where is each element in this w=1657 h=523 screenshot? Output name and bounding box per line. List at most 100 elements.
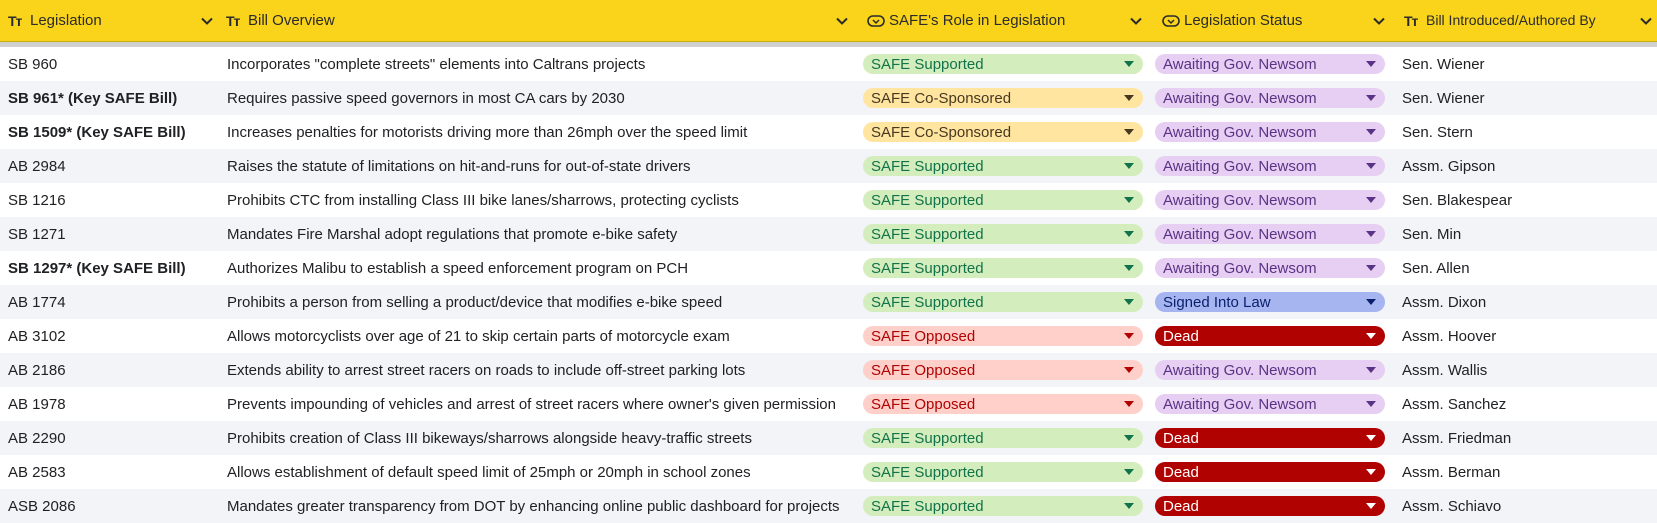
dropdown-arrow-icon[interactable] xyxy=(1366,265,1376,271)
dropdown-arrow-icon[interactable] xyxy=(1366,503,1376,509)
dropdown-arrow-icon[interactable] xyxy=(1124,61,1134,67)
safe-role-chip[interactable]: SAFE Supported xyxy=(863,190,1143,210)
safe-role-chip[interactable]: SAFE Co-Sponsored xyxy=(863,88,1143,108)
bill-overview-cell[interactable]: Prevents impounding of vehicles and arre… xyxy=(227,395,836,413)
bill-overview-cell[interactable]: Mandates Fire Marshal adopt regulations … xyxy=(227,225,678,243)
chevron-down-icon[interactable] xyxy=(1635,17,1657,25)
status-chip[interactable]: Dead xyxy=(1155,496,1385,516)
legislation-cell[interactable]: SB 961* (Key SAFE Bill) xyxy=(8,89,178,107)
bill-overview-cell[interactable]: Requires passive speed governors in most… xyxy=(227,89,625,107)
status-chip[interactable]: Awaiting Gov. Newsom xyxy=(1155,190,1385,210)
legislation-cell[interactable]: ASB 2086 xyxy=(8,497,76,515)
author-cell[interactable]: Sen. Wiener xyxy=(1402,55,1485,73)
safe-role-chip[interactable]: SAFE Opposed xyxy=(863,394,1143,414)
dropdown-arrow-icon[interactable] xyxy=(1366,469,1376,475)
legislation-cell[interactable]: AB 1978 xyxy=(8,395,66,413)
safe-role-chip[interactable]: SAFE Opposed xyxy=(863,326,1143,346)
dropdown-arrow-icon[interactable] xyxy=(1124,265,1134,271)
bill-overview-cell[interactable]: Mandates greater transparency from DOT b… xyxy=(227,497,840,515)
author-cell[interactable]: Assm. Dixon xyxy=(1402,293,1487,311)
author-cell[interactable]: Assm. Gipson xyxy=(1402,157,1496,175)
legislation-cell[interactable]: AB 3102 xyxy=(8,327,66,345)
bill-overview-cell[interactable]: Prohibits creation of Class III bikeways… xyxy=(227,429,752,447)
chevron-down-icon[interactable] xyxy=(196,17,218,25)
safe-role-chip[interactable]: SAFE Supported xyxy=(863,224,1143,244)
bill-overview-cell[interactable]: Extends ability to arrest street racers … xyxy=(227,361,746,379)
bill-overview-cell[interactable]: Allows motorcyclists over age of 21 to s… xyxy=(227,327,730,345)
dropdown-arrow-icon[interactable] xyxy=(1124,163,1134,169)
dropdown-arrow-icon[interactable] xyxy=(1366,197,1376,203)
status-chip[interactable]: Awaiting Gov. Newsom xyxy=(1155,156,1385,176)
bill-overview-cell[interactable]: Prohibits CTC from installing Class III … xyxy=(227,191,739,209)
dropdown-arrow-icon[interactable] xyxy=(1366,401,1376,407)
dropdown-arrow-icon[interactable] xyxy=(1366,129,1376,135)
status-chip[interactable]: Awaiting Gov. Newsom xyxy=(1155,224,1385,244)
bill-overview-cell[interactable]: Prohibits a person from selling a produc… xyxy=(227,293,723,311)
author-cell[interactable]: Assm. Sanchez xyxy=(1402,395,1507,413)
legislation-cell[interactable]: SB 1509* (Key SAFE Bill) xyxy=(8,123,186,141)
author-cell[interactable]: Assm. Berman xyxy=(1402,463,1501,481)
legislation-cell[interactable]: AB 1774 xyxy=(8,293,66,311)
bill-overview-cell[interactable]: Incorporates "complete streets" elements… xyxy=(227,55,646,73)
chevron-down-icon[interactable] xyxy=(1125,17,1147,25)
frozen-row-divider[interactable] xyxy=(0,42,1657,47)
author-cell[interactable]: Assm. Hoover xyxy=(1402,327,1497,345)
status-chip[interactable]: Signed Into Law xyxy=(1155,292,1385,312)
author-cell[interactable]: Assm. Schiavo xyxy=(1402,497,1502,515)
dropdown-arrow-icon[interactable] xyxy=(1124,435,1134,441)
status-chip[interactable]: Awaiting Gov. Newsom xyxy=(1155,360,1385,380)
dropdown-arrow-icon[interactable] xyxy=(1366,95,1376,101)
safe-role-chip[interactable]: SAFE Supported xyxy=(863,462,1143,482)
dropdown-arrow-icon[interactable] xyxy=(1124,95,1134,101)
status-chip[interactable]: Awaiting Gov. Newsom xyxy=(1155,122,1385,142)
author-cell[interactable]: Assm. Friedman xyxy=(1402,429,1512,447)
legislation-cell[interactable]: AB 2290 xyxy=(8,429,66,447)
legislation-cell[interactable]: SB 1216 xyxy=(8,191,66,209)
dropdown-arrow-icon[interactable] xyxy=(1124,129,1134,135)
column-header-author[interactable]: Tт Bill Introduced/Authored By xyxy=(1396,0,1657,41)
dropdown-arrow-icon[interactable] xyxy=(1366,163,1376,169)
bill-overview-cell[interactable]: Raises the statute of limitations on hit… xyxy=(227,157,691,175)
author-cell[interactable]: Sen. Stern xyxy=(1402,123,1473,141)
safe-role-chip[interactable]: SAFE Supported xyxy=(863,292,1143,312)
status-chip[interactable]: Dead xyxy=(1155,462,1385,482)
safe-role-chip[interactable]: SAFE Supported xyxy=(863,496,1143,516)
column-header-safe-role[interactable]: SAFE's Role in Legislation xyxy=(859,0,1147,41)
dropdown-arrow-icon[interactable] xyxy=(1366,367,1376,373)
dropdown-arrow-icon[interactable] xyxy=(1366,299,1376,305)
author-cell[interactable]: Sen. Min xyxy=(1402,225,1462,243)
status-chip[interactable]: Dead xyxy=(1155,326,1385,346)
column-header-legislation[interactable]: Tт Legislation xyxy=(0,0,218,41)
column-header-bill-overview[interactable]: Tт Bill Overview xyxy=(218,0,853,41)
legislation-cell[interactable]: AB 2984 xyxy=(8,157,66,175)
safe-role-chip[interactable]: SAFE Supported xyxy=(863,156,1143,176)
dropdown-arrow-icon[interactable] xyxy=(1366,231,1376,237)
dropdown-arrow-icon[interactable] xyxy=(1124,333,1134,339)
author-cell[interactable]: Assm. Wallis xyxy=(1402,361,1488,379)
dropdown-arrow-icon[interactable] xyxy=(1124,299,1134,305)
author-cell[interactable]: Sen. Allen xyxy=(1402,259,1470,277)
status-chip[interactable]: Awaiting Gov. Newsom xyxy=(1155,258,1385,278)
status-chip[interactable]: Awaiting Gov. Newsom xyxy=(1155,394,1385,414)
legislation-cell[interactable]: SB 960 xyxy=(8,55,58,73)
legislation-cell[interactable]: AB 2186 xyxy=(8,361,66,379)
status-chip[interactable]: Awaiting Gov. Newsom xyxy=(1155,54,1385,74)
dropdown-arrow-icon[interactable] xyxy=(1124,469,1134,475)
dropdown-arrow-icon[interactable] xyxy=(1124,197,1134,203)
safe-role-chip[interactable]: SAFE Supported xyxy=(863,258,1143,278)
dropdown-arrow-icon[interactable] xyxy=(1124,367,1134,373)
legislation-cell[interactable]: SB 1271 xyxy=(8,225,66,243)
dropdown-arrow-icon[interactable] xyxy=(1366,435,1376,441)
bill-overview-cell[interactable]: Allows establishment of default speed li… xyxy=(227,463,751,481)
column-header-legislation-status[interactable]: Legislation Status xyxy=(1154,0,1390,41)
dropdown-arrow-icon[interactable] xyxy=(1124,503,1134,509)
dropdown-arrow-icon[interactable] xyxy=(1366,333,1376,339)
dropdown-arrow-icon[interactable] xyxy=(1124,401,1134,407)
dropdown-arrow-icon[interactable] xyxy=(1366,61,1376,67)
safe-role-chip[interactable]: SAFE Supported xyxy=(863,54,1143,74)
author-cell[interactable]: Sen. Wiener xyxy=(1402,89,1485,107)
legislation-cell[interactable]: AB 2583 xyxy=(8,463,66,481)
chevron-down-icon[interactable] xyxy=(831,17,853,25)
status-chip[interactable]: Awaiting Gov. Newsom xyxy=(1155,88,1385,108)
dropdown-arrow-icon[interactable] xyxy=(1124,231,1134,237)
